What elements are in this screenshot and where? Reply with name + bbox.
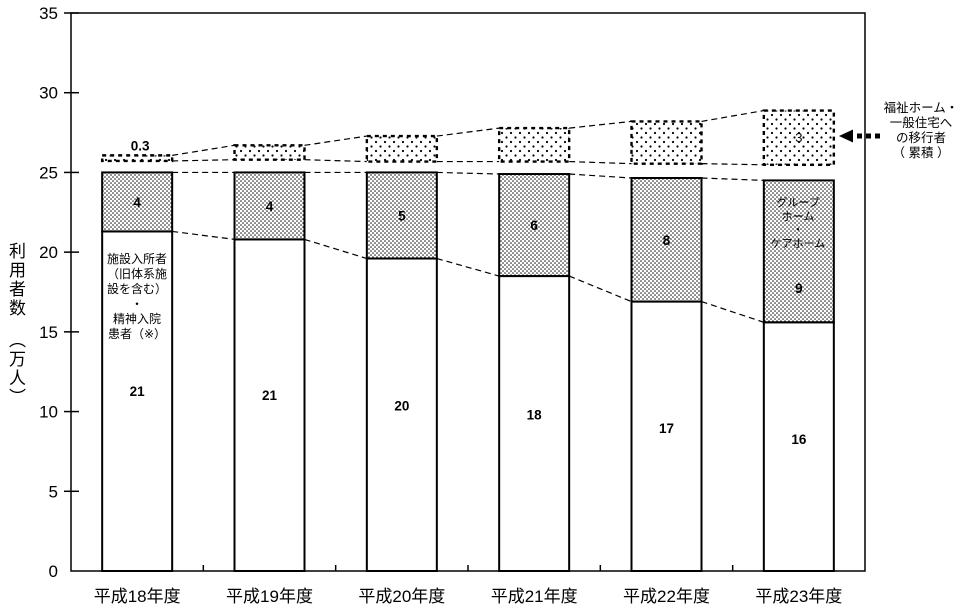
connector-line-box-top: [436, 127, 500, 137]
x-axis-label: 平成23年度: [755, 587, 842, 606]
dots-value-label: 4: [266, 199, 274, 214]
bar-dots-segment: [101, 171, 174, 233]
first-bar-series-label-line: 患者（※）: [107, 327, 167, 341]
last-bar-series-label-line: ケアホーム: [770, 237, 826, 250]
cumulative-box: [100, 154, 174, 163]
y-tick-label: 20: [39, 243, 58, 262]
x-axis-label: 平成22年度: [623, 587, 710, 606]
connector-line-box-top: [304, 135, 367, 146]
connector-line-segment-boundary: [304, 238, 368, 260]
bar-white-segment: [630, 300, 703, 572]
bar-dots-segment: [233, 171, 306, 241]
connector-line-bar-top: [569, 173, 632, 179]
bar-value-label: 21: [130, 384, 146, 399]
cumulative-box: [630, 120, 703, 165]
cumulative-value-label: 0.3: [131, 138, 150, 153]
connector-line-segment-boundary: [436, 257, 500, 277]
cumulative-box: [762, 109, 836, 166]
cumulative-annotation-line: の移行者: [895, 131, 946, 145]
y-tick-label: 5: [49, 482, 58, 501]
cumulative-annotation-line: 一般住宅へ: [889, 116, 953, 130]
x-axis-label: 平成18年度: [94, 587, 181, 606]
bar-value-label: 18: [527, 408, 543, 423]
cumulative-value-label: 3: [795, 130, 802, 145]
x-axis-label: 平成19年度: [226, 587, 313, 606]
bar-dots-segment: [762, 179, 835, 324]
y-axis-title: 利用者数 （万人）: [5, 242, 25, 407]
bar-value-label: 20: [394, 398, 409, 413]
y-tick-label: 30: [39, 84, 58, 103]
y-tick-label: 15: [39, 323, 58, 342]
connector-line-box-bottom: [569, 160, 632, 165]
cumulative-box: [497, 126, 571, 163]
first-bar-series-label-line: （旧体系施: [106, 267, 167, 281]
plot-frame: [70, 12, 866, 572]
connector-line-box-top: [569, 120, 632, 129]
connector-line-box-top: [701, 109, 764, 123]
y-tick-label: 25: [39, 163, 58, 182]
dots-value-label: 4: [133, 195, 141, 210]
connector-line-box-bottom: [172, 159, 235, 162]
annotation-arrow-dot: [866, 133, 871, 139]
bar-value-label: 21: [262, 388, 278, 403]
cumulative-annotation-line: 福祉ホーム・: [883, 101, 959, 115]
first-bar-series-label-line: 設を含む）: [106, 282, 167, 296]
x-axis-label: 平成21年度: [491, 587, 578, 606]
connector-line-bar-top: [436, 171, 500, 175]
last-bar-series-label: グループ ホーム ・ ケアホーム: [763, 197, 833, 251]
y-tick-label: 10: [39, 403, 58, 422]
cumulative-annotation: 福祉ホーム・ 一般住宅へ の移行者 （ 累積 ）: [879, 101, 963, 161]
connector-line-segment-boundary: [172, 230, 235, 240]
cumulative-annotation-line: （ 累積 ）: [892, 146, 950, 160]
annotation-arrow-icon: [839, 129, 853, 143]
cumulative-box: [233, 144, 306, 161]
first-bar-series-label-line: 精神入院: [112, 312, 161, 326]
first-bar-series-label-line: ・: [130, 297, 143, 311]
y-tick-label: 0: [49, 562, 58, 581]
connector-line-segment-boundary: [701, 300, 765, 323]
dots-value-label: 6: [530, 218, 538, 233]
cumulative-box: [365, 134, 439, 163]
bar-dots-segment: [630, 177, 703, 303]
connector-line-box-top: [172, 144, 235, 156]
last-bar-series-label-line: ホーム: [781, 210, 815, 223]
bar-value-label: 17: [659, 421, 674, 436]
dots-value-label: 9: [795, 281, 803, 296]
last-bar-series-label-line: ・: [792, 224, 804, 236]
annotation-arrow-dot: [875, 133, 880, 139]
y-axis-unit: （万人）: [6, 331, 26, 407]
bar-value-label: 16: [791, 432, 807, 447]
first-bar-series-label-line: 施設入所者: [106, 252, 167, 266]
y-tick-label: 35: [39, 4, 58, 23]
x-axis-label: 平成20年度: [358, 587, 445, 606]
bar-white-segment: [365, 257, 438, 572]
bar-dots-segment: [365, 171, 438, 260]
first-bar-series-label: 施設入所者 （旧体系施 設を含む） ・ 精神入院 患者（※）: [102, 252, 172, 342]
dots-value-label: 8: [663, 233, 671, 248]
bar-white-segment: [498, 275, 571, 572]
connector-line-segment-boundary: [568, 275, 632, 303]
annotation-arrow-dot: [857, 133, 862, 139]
bar-white-segment: [101, 230, 174, 572]
last-bar-series-label-line: グループ: [776, 197, 820, 209]
bar-white-segment: [233, 238, 306, 572]
connector-line-box-bottom: [304, 159, 367, 163]
bar-white-segment: [762, 321, 835, 573]
connector-line-box-bottom: [701, 163, 764, 166]
bar-dots-segment: [498, 173, 571, 278]
dots-value-label: 5: [398, 208, 406, 223]
y-axis-title-text: 利用者数: [6, 242, 26, 318]
connector-line-bar-top: [701, 177, 764, 181]
